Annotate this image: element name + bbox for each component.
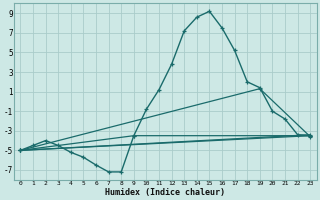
X-axis label: Humidex (Indice chaleur): Humidex (Indice chaleur): [105, 188, 225, 197]
